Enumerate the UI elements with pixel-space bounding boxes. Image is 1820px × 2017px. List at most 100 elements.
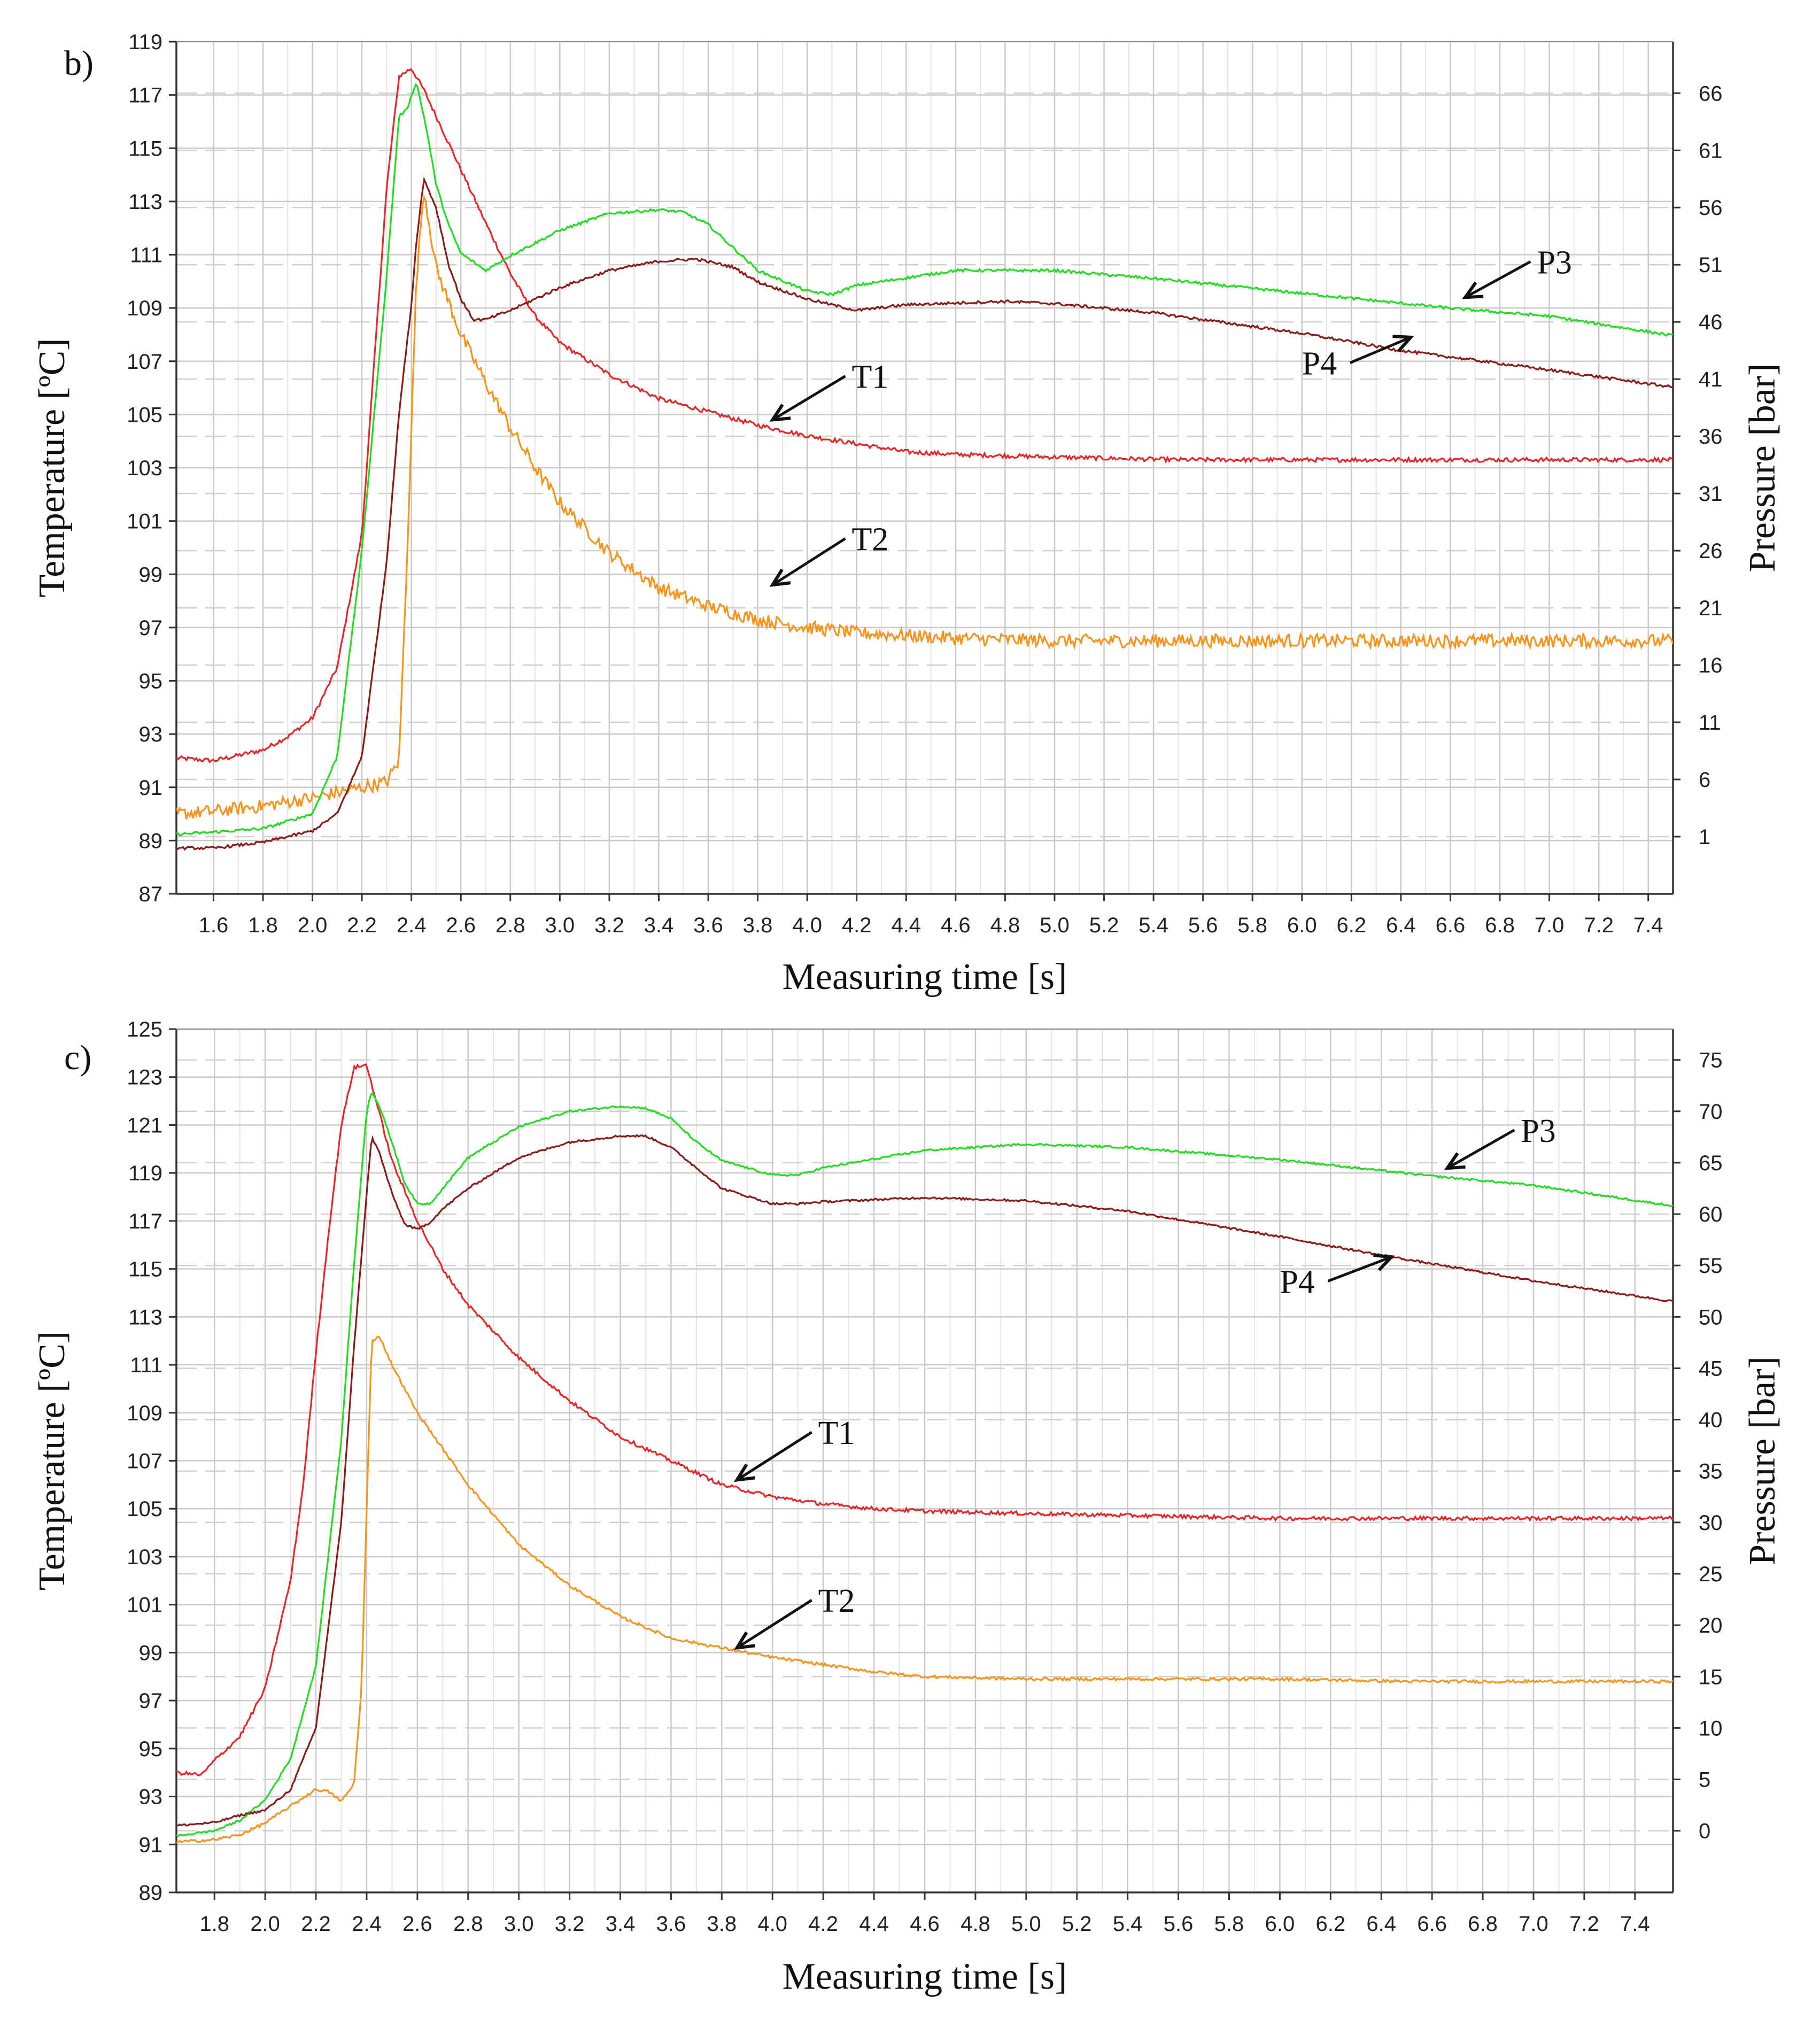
y-tick-label: 105 <box>127 1497 162 1521</box>
annotation-t1-arrow-shaft <box>736 1431 813 1481</box>
y-tick-label: 119 <box>128 1162 162 1185</box>
annotation-t2-label: T2 <box>851 521 888 558</box>
annotation-p3-arrow-head <box>1444 1152 1466 1170</box>
x-tick-label: 6.6 <box>1436 914 1466 937</box>
y2-tick-label: 65 <box>1699 1152 1723 1175</box>
x-tick-label: 6.8 <box>1468 1912 1498 1936</box>
y2-tick-label: 41 <box>1699 368 1723 391</box>
x-tick-label: 6.8 <box>1485 914 1515 937</box>
y-tick-label: 125 <box>127 1018 162 1041</box>
x-tick-label: 2.2 <box>347 914 377 937</box>
x-tick-label: 5.4 <box>1113 1912 1143 1936</box>
series-p4-line <box>176 176 1673 851</box>
annotation-t1-arrow-head <box>769 404 791 422</box>
y2-tick-label: 25 <box>1699 1563 1723 1586</box>
x-tick-label: 2.4 <box>397 914 427 937</box>
y2-tick-label: 51 <box>1699 253 1723 277</box>
y2-tick-label: 10 <box>1699 1717 1723 1740</box>
series-p4-line <box>176 1134 1673 1827</box>
annotation-p4-arrow-shaft <box>1327 1255 1392 1282</box>
annotation-p4-arrow-shaft <box>1349 336 1412 364</box>
y-tick-label: 105 <box>127 403 162 427</box>
annotation-t2-label: T2 <box>818 1583 855 1619</box>
annotation-p4-arrow-head <box>1373 1254 1395 1271</box>
y-tick-label: 107 <box>127 350 162 374</box>
y-tick-label: 103 <box>127 1545 162 1569</box>
x-tick-label: 6.4 <box>1366 1912 1396 1936</box>
y-tick-label: 111 <box>130 1354 162 1377</box>
x-axis-title: Measuring time [s] <box>783 956 1067 998</box>
x-tick-label: 7.0 <box>1535 914 1565 937</box>
y-tick-label: 97 <box>139 1689 163 1713</box>
y-tick-label: 95 <box>139 670 163 693</box>
x-tick-label: 2.6 <box>446 914 476 937</box>
y-tick-label: 95 <box>139 1737 163 1761</box>
series-t2-line <box>176 194 1673 820</box>
series-p3-line <box>176 1092 1673 1837</box>
y-tick-label: 109 <box>127 297 162 320</box>
y2-axis-title: Pressure [bar] <box>1742 364 1783 573</box>
y2-tick-label: 50 <box>1699 1305 1723 1329</box>
x-tick-label: 4.2 <box>808 1912 838 1936</box>
chart-panel-b: 1.6 1.8 2.0 2.2 2.4 2.6 2.8 3.0 3.2 3.4 3.6 3.8 4.0 4… <box>32 30 1783 998</box>
x-tick-label: 5.4 <box>1139 914 1168 937</box>
annotation-p3-arrow-head <box>1462 281 1484 299</box>
y2-tick-label: 11 <box>1699 711 1721 735</box>
y-tick-label: 87 <box>139 883 163 906</box>
x-tick-label: 5.8 <box>1237 914 1267 937</box>
x-tick-label: 3.2 <box>555 1912 585 1936</box>
x-tick-label: 3.8 <box>743 914 773 937</box>
y2-axis-title: Pressure [bar] <box>1742 1356 1783 1565</box>
x-tick-label: 5.2 <box>1089 914 1119 937</box>
annotation-t2-arrow-head <box>769 568 791 587</box>
x-tick-label: 7.4 <box>1620 1912 1650 1936</box>
y-tick-label: 103 <box>127 457 162 480</box>
series-t2-line <box>176 1335 1673 1844</box>
annotation-t2-arrow-head <box>734 1631 755 1650</box>
y-tick-label: 119 <box>128 30 162 54</box>
series-t1-line <box>176 1063 1673 1776</box>
annotation-t2-arrow-shaft <box>736 1599 813 1649</box>
x-tick-label: 2.4 <box>352 1912 382 1936</box>
y2-tick-label: 31 <box>1699 482 1723 506</box>
y2-tick-label: 35 <box>1699 1460 1723 1483</box>
x-tick-label: 4.6 <box>941 914 971 937</box>
y2-tick-label: 61 <box>1699 139 1723 163</box>
x-tick-label: 7.2 <box>1569 1912 1599 1936</box>
y2-tick-label: 6 <box>1699 768 1710 792</box>
y-axis-title: Temperature [ºC] <box>32 338 73 597</box>
x-tick-label: 5.0 <box>1040 914 1070 937</box>
x-tick-label: 4.0 <box>757 1912 787 1936</box>
y2-tick-label: 60 <box>1699 1203 1723 1226</box>
y-tick-label: 101 <box>127 510 162 534</box>
series-t1-line <box>176 68 1673 764</box>
annotation-p4-label: P4 <box>1302 346 1337 382</box>
x-axis-title: Measuring time [s] <box>783 1956 1067 1997</box>
chart-panel-c: 1.8 2.0 2.2 2.4 2.6 2.8 3.0 3.2 3.4 3.6 3.8 4.0 4.2 4… <box>32 1018 1783 1997</box>
y-tick-label: 99 <box>139 563 163 586</box>
annotation-p3-arrow-shaft <box>1446 1129 1515 1170</box>
panel-label: b) <box>64 44 94 83</box>
y-tick-label: 89 <box>139 1881 163 1905</box>
x-tick-label: 4.8 <box>990 914 1020 937</box>
y-tick-label: 89 <box>139 829 163 853</box>
x-tick-label: 5.2 <box>1062 1912 1092 1936</box>
y2-tick-label: 55 <box>1699 1254 1723 1278</box>
annotation-t1-label: T1 <box>851 359 888 396</box>
x-tick-label: 6.4 <box>1386 914 1416 937</box>
panel-label: c) <box>64 1038 91 1077</box>
annotation-t1-arrow-shaft <box>772 375 846 421</box>
y2-tick-label: 75 <box>1699 1049 1723 1072</box>
y-tick-label: 115 <box>128 137 162 160</box>
series-p3-line <box>176 82 1673 837</box>
x-tick-label: 4.6 <box>910 1912 940 1936</box>
x-tick-label: 4.8 <box>961 1912 990 1936</box>
y-tick-label: 91 <box>139 776 163 800</box>
x-tick-label: 7.0 <box>1519 1912 1548 1936</box>
x-tick-label: 6.6 <box>1417 1912 1447 1936</box>
y-tick-label: 115 <box>128 1258 162 1281</box>
x-tick-label: 4.0 <box>792 914 822 937</box>
y-tick-label: 109 <box>127 1402 162 1425</box>
y-tick-label: 123 <box>127 1066 162 1089</box>
x-tick-label: 2.0 <box>250 1912 280 1936</box>
